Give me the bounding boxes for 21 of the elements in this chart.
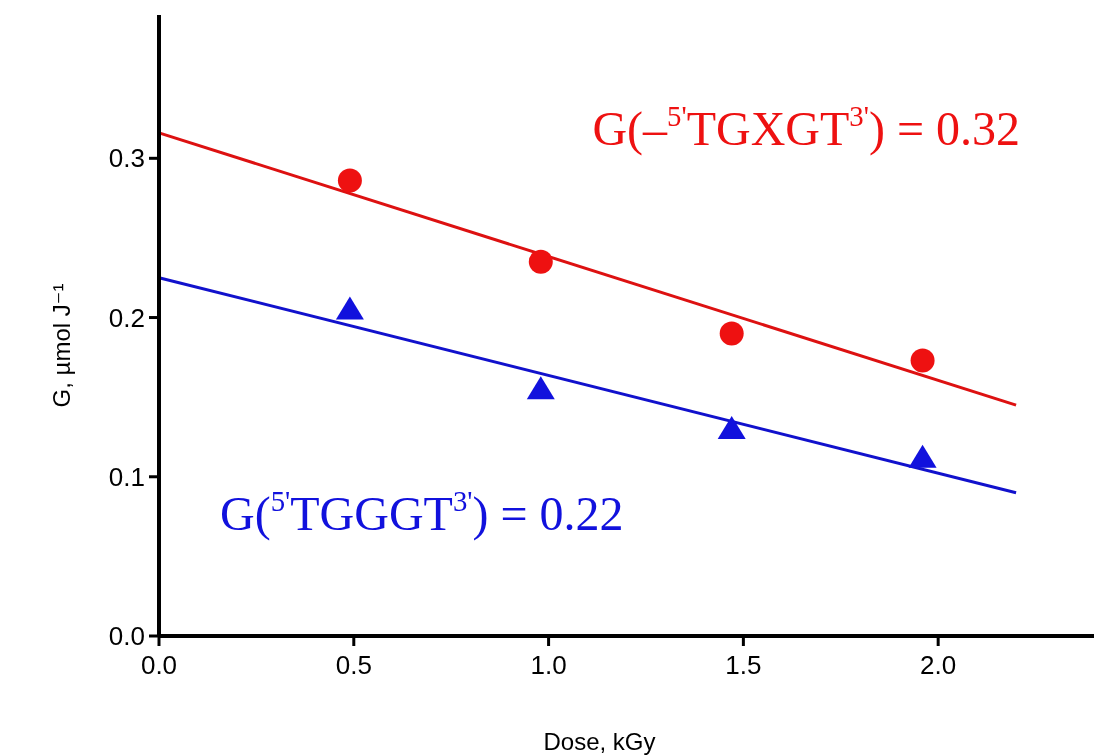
point (908, 444, 937, 468)
x-tick-label: 2.0 (920, 650, 957, 680)
point (528, 249, 553, 274)
point (337, 168, 362, 193)
point (526, 376, 555, 400)
x-tick-label: 0.5 (335, 650, 372, 680)
annotation: G(–$^{5'}$TGXGT$^{3'}$) = 0.32 (592, 99, 1020, 156)
x-tick-label: 0.0 (140, 650, 178, 680)
y-axis-title: G, µmol J⁻¹ (48, 283, 75, 408)
x-tick-label: 1.0 (530, 650, 567, 680)
y-tick-label: 0.1 (108, 461, 145, 492)
point (335, 296, 364, 320)
x-axis-title: Dose, kGy (543, 728, 656, 755)
point (910, 348, 935, 373)
y-tick-label: 0.2 (108, 302, 145, 333)
y-tick-label: 0.0 (108, 621, 145, 652)
point (717, 416, 746, 439)
x-tick-label: 1.5 (725, 650, 762, 680)
y-tick-label: 0.3 (108, 143, 145, 174)
point (719, 321, 744, 346)
annotation: G($^{5'}$TGGGT$^{3'}$) = 0.22 (220, 484, 624, 541)
